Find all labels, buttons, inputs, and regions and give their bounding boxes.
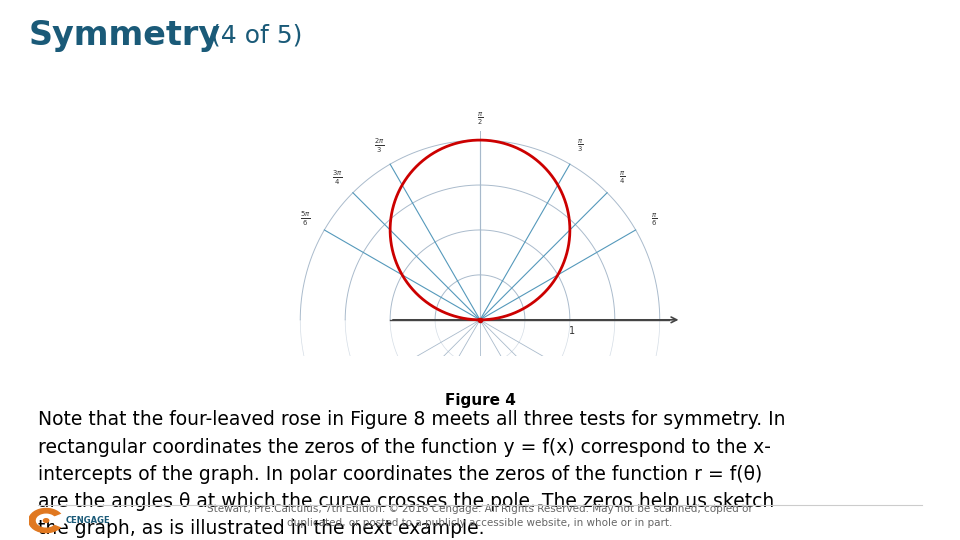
Text: Note that the four-leaved rose in Figure 8 meets all three tests for symmetry. I: Note that the four-leaved rose in Figure… — [38, 410, 786, 538]
Text: Figure 4: Figure 4 — [444, 394, 516, 408]
Text: $\frac{\pi}{3}$: $\frac{\pi}{3}$ — [578, 137, 584, 154]
Text: $\frac{\pi}{4}$: $\frac{\pi}{4}$ — [619, 169, 626, 186]
Text: $\frac{2\pi}{3}$: $\frac{2\pi}{3}$ — [374, 137, 385, 154]
Text: Stewart, Pre.Calculus, 7th Edition. © 2016 Cengage. All Rights Reserved. May not: Stewart, Pre.Calculus, 7th Edition. © 20… — [207, 504, 753, 528]
Text: Symmetry: Symmetry — [29, 18, 221, 52]
Text: CENGAGE: CENGAGE — [65, 516, 109, 525]
Wedge shape — [55, 514, 64, 527]
Text: $\frac{\pi}{2}$: $\frac{\pi}{2}$ — [477, 110, 483, 127]
Text: 1: 1 — [568, 326, 575, 336]
Text: (4 of 5): (4 of 5) — [203, 23, 302, 47]
Text: $\frac{\pi}{6}$: $\frac{\pi}{6}$ — [651, 211, 658, 227]
Text: $\frac{5\pi}{6}$: $\frac{5\pi}{6}$ — [300, 210, 311, 228]
Text: $\frac{3\pi}{4}$: $\frac{3\pi}{4}$ — [332, 168, 343, 187]
Circle shape — [43, 519, 49, 522]
